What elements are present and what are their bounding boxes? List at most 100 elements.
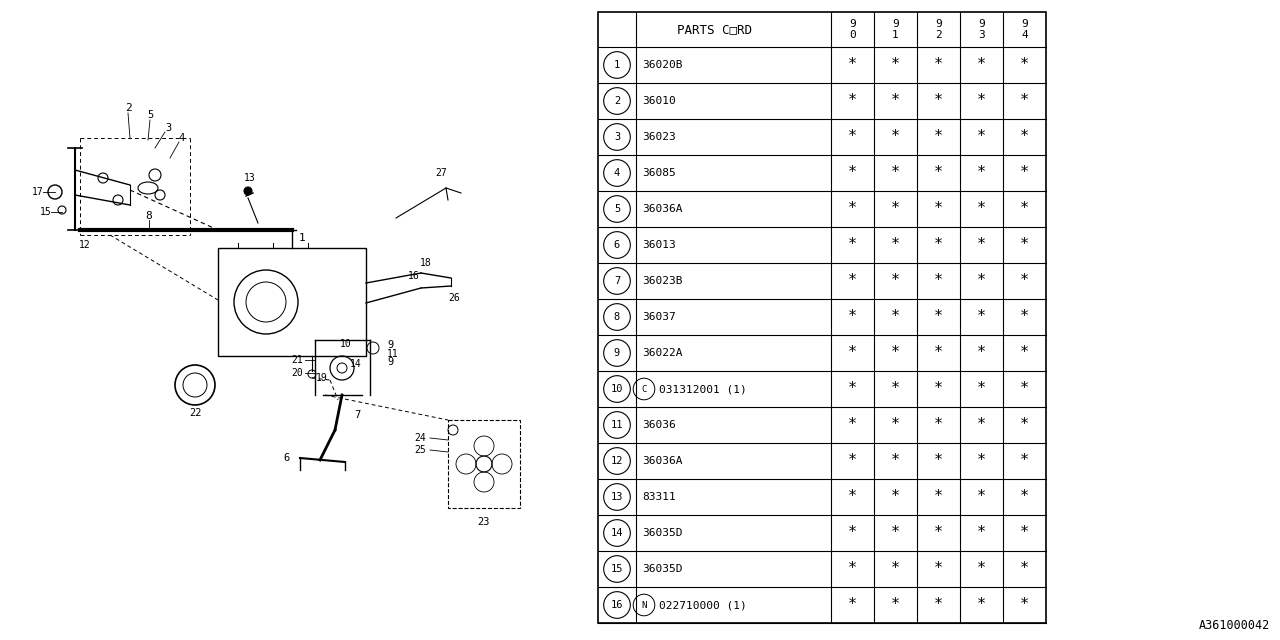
Text: *: * (891, 381, 900, 397)
Text: 36036: 36036 (643, 420, 676, 430)
Text: *: * (1020, 58, 1029, 72)
Text: 7: 7 (614, 276, 620, 286)
Text: A361000042: A361000042 (1199, 619, 1270, 632)
Text: 36022A: 36022A (643, 348, 682, 358)
Text: *: * (934, 202, 943, 216)
Text: 36020B: 36020B (643, 60, 682, 70)
Text: 4: 4 (179, 133, 186, 143)
Text: 15: 15 (611, 564, 623, 574)
Text: 3: 3 (614, 132, 620, 142)
Text: *: * (891, 237, 900, 253)
Bar (598, 12, 1046, 623)
Text: *: * (891, 598, 900, 612)
Text: *: * (1020, 346, 1029, 360)
Text: 3: 3 (165, 123, 172, 133)
Text: 10: 10 (611, 384, 623, 394)
Text: *: * (1020, 381, 1029, 397)
Text: 4: 4 (614, 168, 620, 178)
Text: *: * (847, 129, 858, 145)
Text: *: * (934, 454, 943, 468)
Text: *: * (1020, 93, 1029, 109)
Text: *: * (891, 129, 900, 145)
Text: *: * (891, 93, 900, 109)
Text: *: * (977, 58, 986, 72)
Text: *: * (977, 346, 986, 360)
Text: *: * (977, 237, 986, 253)
Text: *: * (1020, 454, 1029, 468)
Text: *: * (977, 381, 986, 397)
Text: C: C (641, 385, 646, 394)
Text: 27: 27 (435, 168, 447, 178)
Text: 18: 18 (420, 258, 431, 268)
Text: 36036A: 36036A (643, 204, 682, 214)
Text: 11: 11 (387, 349, 399, 359)
Text: *: * (891, 58, 900, 72)
Bar (448, 420, 520, 508)
Text: *: * (891, 525, 900, 541)
Text: *: * (847, 346, 858, 360)
Bar (218, 248, 366, 356)
Text: 13: 13 (611, 492, 623, 502)
Text: *: * (977, 454, 986, 468)
Text: 10: 10 (340, 339, 352, 349)
Text: *: * (934, 525, 943, 541)
Text: *: * (847, 310, 858, 324)
Text: 5: 5 (147, 110, 154, 120)
Text: *: * (1020, 561, 1029, 577)
Text: 19: 19 (316, 373, 328, 383)
Text: *: * (891, 202, 900, 216)
Text: *: * (977, 417, 986, 433)
Text: 13: 13 (244, 173, 256, 183)
Text: 14: 14 (351, 359, 362, 369)
Text: *: * (1020, 417, 1029, 433)
Text: *: * (1020, 273, 1029, 289)
Text: *: * (1020, 525, 1029, 541)
Text: *: * (847, 166, 858, 180)
Text: 11: 11 (611, 420, 623, 430)
Text: 022710000 (1): 022710000 (1) (659, 600, 746, 610)
Text: 1: 1 (298, 233, 306, 243)
Text: 9: 9 (614, 348, 620, 358)
Text: *: * (977, 561, 986, 577)
Text: *: * (977, 166, 986, 180)
Text: 26: 26 (448, 293, 460, 303)
Text: 36085: 36085 (643, 168, 676, 178)
Text: *: * (847, 381, 858, 397)
Text: 16: 16 (611, 600, 623, 610)
Text: *: * (977, 310, 986, 324)
Text: 031312001 (1): 031312001 (1) (659, 384, 746, 394)
Text: 9
1: 9 1 (892, 19, 899, 40)
Text: 5: 5 (614, 204, 620, 214)
Text: *: * (891, 490, 900, 504)
Text: 9
4: 9 4 (1021, 19, 1028, 40)
Text: *: * (1020, 202, 1029, 216)
Text: *: * (934, 490, 943, 504)
Text: *: * (934, 58, 943, 72)
Text: *: * (934, 417, 943, 433)
Text: 36035D: 36035D (643, 528, 682, 538)
Text: 36010: 36010 (643, 96, 676, 106)
Text: 15: 15 (40, 207, 52, 217)
Text: *: * (847, 598, 858, 612)
Text: 16: 16 (408, 271, 420, 281)
Text: *: * (847, 454, 858, 468)
Text: *: * (977, 202, 986, 216)
Text: *: * (977, 490, 986, 504)
Text: 12: 12 (79, 240, 91, 250)
Text: 25: 25 (415, 445, 426, 455)
Text: 2: 2 (614, 96, 620, 106)
Text: N: N (641, 600, 646, 609)
Text: *: * (847, 58, 858, 72)
Text: *: * (1020, 490, 1029, 504)
Text: *: * (977, 525, 986, 541)
Text: *: * (934, 93, 943, 109)
Text: *: * (934, 273, 943, 289)
Text: 9
2: 9 2 (936, 19, 942, 40)
Text: *: * (977, 598, 986, 612)
Text: 23: 23 (477, 517, 490, 527)
Text: 9: 9 (387, 340, 393, 350)
Text: *: * (891, 561, 900, 577)
Text: 21: 21 (291, 355, 303, 365)
Text: *: * (934, 310, 943, 324)
Text: 8: 8 (614, 312, 620, 322)
